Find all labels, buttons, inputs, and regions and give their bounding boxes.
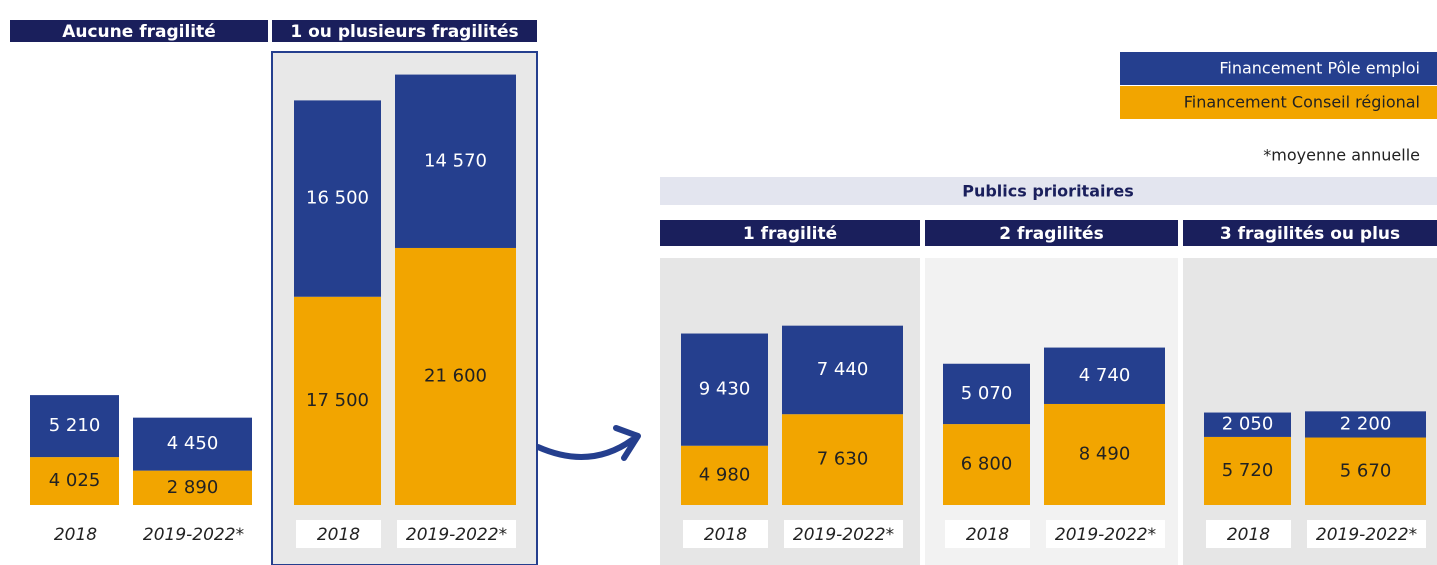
value-label: 9 430 — [699, 379, 751, 400]
value-label: 14 570 — [424, 150, 487, 171]
category-label: 2018 — [704, 525, 747, 545]
panel-title: 1 ou plusieurs fragilités — [290, 22, 518, 42]
category-label: 2019-2022* — [1316, 525, 1417, 545]
category-box — [135, 520, 252, 548]
bar-segment — [1305, 437, 1426, 505]
category-label: 2019-2022* — [1055, 525, 1156, 545]
panel-header — [925, 220, 1178, 246]
legend-swatch — [1120, 52, 1437, 85]
note: *moyenne annuelle — [1263, 146, 1420, 165]
arrow-head — [613, 425, 641, 461]
legend-swatch — [1120, 86, 1437, 119]
category-box — [1307, 520, 1426, 548]
category-box — [945, 520, 1030, 548]
bar-segment — [1204, 436, 1291, 505]
category-label: 2018 — [54, 525, 97, 545]
legend-label: Financement Conseil régional — [1184, 93, 1420, 112]
category-box — [1046, 520, 1165, 548]
panel-title: 3 fragilités ou plus — [1220, 224, 1400, 244]
arrow — [535, 437, 635, 460]
value-label: 5 720 — [1222, 460, 1274, 481]
category-label: 2018 — [966, 525, 1009, 545]
group-header — [660, 177, 1437, 205]
value-label: 4 980 — [699, 464, 751, 485]
category-box — [1206, 520, 1291, 548]
bar-segment — [681, 333, 768, 446]
category-box — [32, 520, 119, 548]
category-box — [397, 520, 516, 548]
bar-segment — [1204, 412, 1291, 437]
value-label: 21 600 — [424, 365, 487, 386]
value-label: 7 630 — [817, 449, 869, 470]
value-label: 2 200 — [1340, 413, 1392, 434]
bar-segment — [1044, 347, 1165, 404]
category-box — [296, 520, 381, 548]
bar-segment — [395, 74, 516, 248]
bar-segment — [133, 470, 252, 505]
panel-header — [10, 20, 268, 42]
bar-segment — [943, 363, 1030, 425]
bar-segment — [782, 414, 903, 505]
bar-segment — [133, 417, 252, 471]
panel-header — [660, 220, 920, 246]
value-label: 17 500 — [306, 390, 369, 411]
bar-segment — [782, 325, 903, 415]
value-label: 6 800 — [961, 454, 1013, 475]
value-label: 5 670 — [1340, 460, 1392, 481]
value-label: 4 450 — [167, 433, 219, 454]
bar-segment — [681, 445, 768, 505]
bar-segment — [1044, 403, 1165, 505]
category-label: 2018 — [1227, 525, 1270, 545]
category-label: 2019-2022* — [143, 525, 244, 545]
value-label: 7 440 — [817, 359, 869, 380]
category-box — [784, 520, 903, 548]
value-label: 2 890 — [167, 477, 219, 498]
panel-title: 2 fragilités — [999, 224, 1103, 244]
panel-title: Aucune fragilité — [62, 22, 216, 42]
value-label: 4 740 — [1079, 365, 1131, 386]
panel-title: 1 fragilité — [743, 224, 837, 244]
value-label: 16 500 — [306, 188, 369, 209]
bar-segment — [943, 424, 1030, 505]
bar-segment — [294, 100, 381, 297]
group-title: Publics prioritaires — [962, 182, 1134, 201]
bar-segment — [30, 457, 119, 505]
category-label: 2019-2022* — [793, 525, 894, 545]
bar-segment — [1305, 411, 1426, 438]
value-label: 4 025 — [49, 470, 101, 491]
panel-header — [272, 20, 537, 42]
value-label: 5 070 — [961, 383, 1013, 404]
value-label: 5 210 — [49, 415, 101, 436]
bar-segment — [395, 247, 516, 505]
bar-segment — [30, 395, 119, 458]
category-label: 2019-2022* — [406, 525, 507, 545]
value-label: 8 490 — [1079, 443, 1131, 464]
category-box — [683, 520, 768, 548]
bar-segment — [294, 296, 381, 505]
value-label: 2 050 — [1222, 414, 1274, 435]
panel-header — [1183, 220, 1437, 246]
legend-label: Financement Pôle emploi — [1219, 59, 1420, 78]
category-label: 2018 — [317, 525, 360, 545]
